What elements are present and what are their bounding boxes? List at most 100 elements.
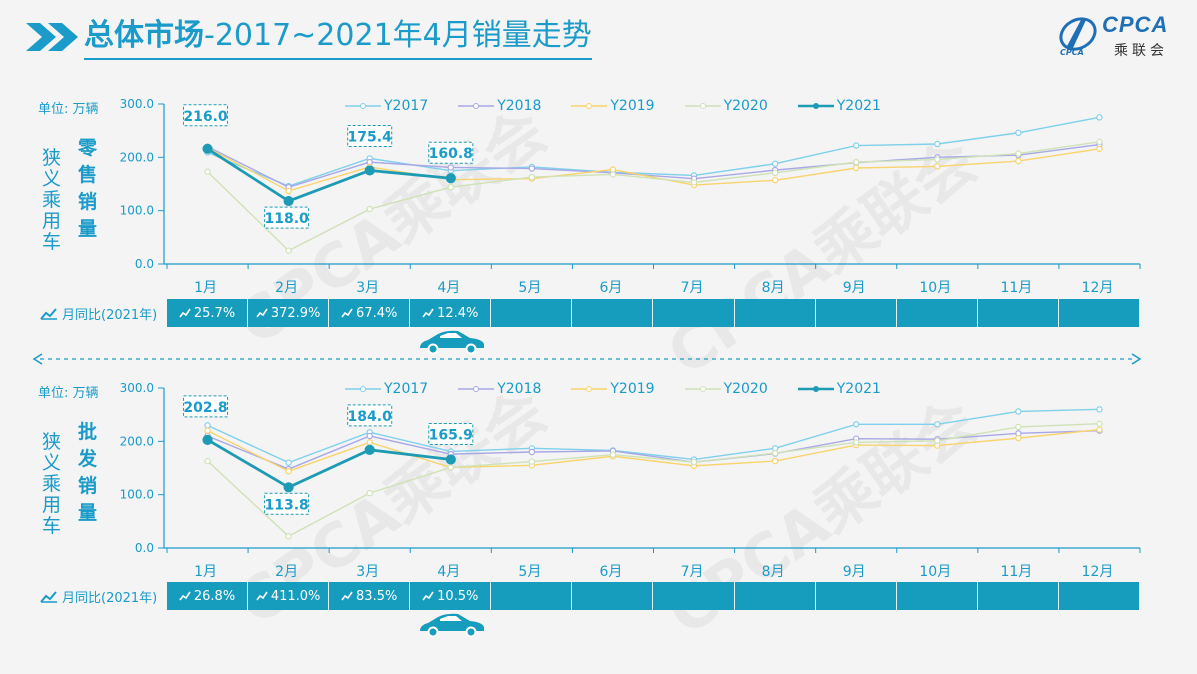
metric-label: 批发销量 (78, 421, 98, 524)
yoy-cell (491, 582, 573, 610)
data-point-y2020 (285, 247, 292, 254)
data-point-y2017 (853, 421, 860, 428)
trend-chart-icon (40, 308, 57, 320)
legend-item-y2017: Y2017 (345, 98, 428, 114)
trend-up-icon (341, 308, 353, 318)
legend-item-y2020: Y2020 (684, 98, 768, 114)
data-point-y2020 (934, 437, 941, 445)
wholesale-yoy-bar: 月同比(2021年) 26.8% 411.0% 83.5% 10.5% (40, 582, 1140, 610)
trend-up-icon (256, 591, 268, 601)
data-label-box (183, 104, 229, 127)
data-point-y2017 (1096, 114, 1103, 121)
data-point-y2018 (528, 165, 536, 172)
yoy-cell: 12.4% (410, 299, 492, 327)
x-tick-label: 4月 (437, 564, 460, 580)
yoy-cell: 10.5% (410, 582, 492, 610)
data-point-y2020 (1096, 138, 1103, 146)
series-line-y2017 (207, 408, 1100, 464)
x-tick-label: 11月 (1000, 564, 1032, 580)
x-tick-label: 12月 (1082, 280, 1114, 296)
data-point-y2017 (1015, 129, 1022, 137)
data-point-y2020 (528, 173, 536, 181)
data-point-y2020 (853, 158, 860, 166)
legend-item-y2017: Y2017 (345, 381, 428, 397)
data-point-y2018 (447, 164, 454, 171)
y-tick-label: 300.0 (120, 97, 154, 111)
yoy-cell (1059, 582, 1140, 610)
y-tick-label: 300.0 (120, 381, 154, 395)
legend-item-y2018: Y2018 (458, 381, 541, 397)
title-text: 总体市场-2017~2021年4月销量走势 (84, 14, 592, 60)
trend-up-icon (422, 308, 434, 318)
data-point-y2019 (1015, 157, 1022, 165)
chart-legend: Y2017 Y2018 Y2019 Y2020 Y2021 (345, 98, 881, 114)
series-line-y2019 (207, 147, 1100, 192)
data-label: 175.4 (347, 124, 393, 147)
legend-item-y2021: Y2021 (797, 98, 881, 114)
data-label-text: 118.0 (264, 211, 309, 227)
data-label: 184.0 (347, 404, 393, 427)
trend-up-icon (341, 591, 353, 601)
y-tick-label: 200.0 (120, 434, 154, 448)
data-point-y2017 (853, 142, 860, 149)
data-point-y2019 (1096, 426, 1103, 433)
data-point-y2019 (771, 177, 779, 184)
series-line-y2020 (207, 423, 1100, 538)
x-tick-label: 3月 (356, 564, 379, 580)
x-tick-label: 7月 (681, 564, 704, 580)
car-icon (420, 613, 484, 638)
data-point-y2018 (528, 448, 536, 456)
logo-small-text: CPCA (1060, 48, 1084, 57)
data-label-box (264, 492, 310, 515)
metric-label: 零售销量 (78, 137, 98, 240)
x-tick-label: 6月 (599, 280, 622, 296)
data-point-y2017 (1015, 408, 1022, 415)
data-point-y2017 (771, 160, 779, 167)
y-tick-label: 0.0 (135, 257, 154, 271)
data-point-y2021 (364, 165, 375, 176)
x-tick-label: 11月 (1000, 280, 1032, 296)
data-point-y2020 (609, 451, 617, 458)
x-tick-label: 10月 (919, 280, 951, 296)
retail-yoy-bar: 月同比(2021年) 25.7% 372.9% 67.4% 12.4% (40, 299, 1140, 327)
data-label-text: 175.4 (348, 129, 393, 145)
data-label-text: 216.0 (183, 109, 228, 125)
series-line-y2021 (206, 147, 451, 203)
data-point-y2018 (366, 432, 373, 440)
data-point-y2020 (528, 458, 536, 465)
chart-legend: Y2017 Y2018 Y2019 Y2020 Y2021 (345, 381, 881, 397)
section-divider (32, 353, 1142, 365)
trend-up-icon (256, 308, 268, 318)
yoy-value: 25.7% (193, 305, 236, 321)
series-line-y2019 (207, 428, 1100, 472)
x-tick-label: 8月 (762, 564, 785, 580)
logo-globe-icon (1059, 17, 1097, 51)
side-label: 狭义乘用车 (42, 431, 62, 537)
yoy-cell (491, 299, 573, 327)
x-tick-label: 1月 (194, 280, 217, 296)
yoy-value: 12.4% (437, 305, 479, 321)
data-label-text: 165.9 (429, 428, 473, 444)
data-point-y2020 (447, 183, 454, 191)
logo-cn-text: 乘联会 (1114, 43, 1168, 59)
x-tick-label: 9月 (843, 280, 866, 296)
car-icon (420, 330, 484, 355)
series-line-y2020 (207, 141, 1100, 252)
data-point-y2017 (934, 140, 941, 148)
data-label-text: 202.8 (183, 400, 227, 416)
legend-item-y2021: Y2021 (797, 381, 881, 397)
y-tick-label: 100.0 (120, 204, 154, 218)
data-point-y2017 (204, 422, 211, 429)
yoy-cell: 67.4% (329, 299, 411, 327)
trend-up-icon (179, 308, 191, 318)
data-label-box (347, 124, 393, 147)
data-point-y2017 (285, 459, 292, 466)
data-label-box (428, 423, 474, 446)
data-point-y2020 (771, 169, 779, 177)
data-point-y2019 (204, 427, 211, 434)
data-point-y2020 (447, 464, 454, 471)
logo-cpca-text: CPCA (1102, 12, 1169, 37)
data-point-y2019 (285, 467, 292, 475)
data-point-y2020 (690, 179, 698, 186)
x-tick-label: 3月 (356, 280, 379, 296)
